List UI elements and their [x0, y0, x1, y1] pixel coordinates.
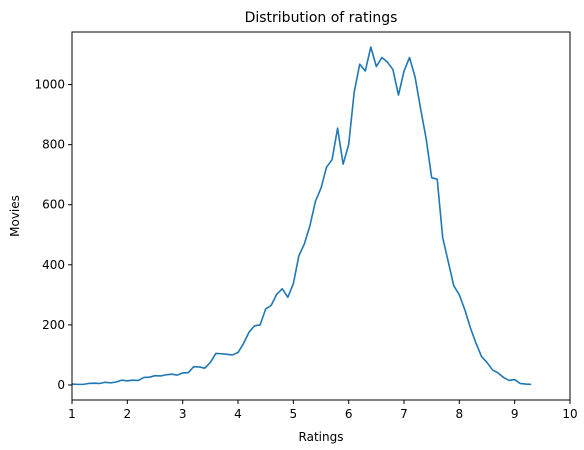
plot-frame [71, 31, 571, 401]
x-tick-label: 8 [456, 407, 464, 421]
y-axis-label: Movies [8, 195, 22, 237]
x-tick-label: 1 [68, 407, 76, 421]
y-tick-label: 600 [42, 198, 65, 212]
y-tick-label: 200 [42, 318, 65, 332]
x-axis-label: Ratings [299, 430, 344, 444]
chart-title: Distribution of ratings [245, 10, 398, 26]
series-line [71, 46, 532, 386]
y-tick-label: 0 [57, 378, 65, 392]
x-tick-label: 9 [511, 407, 519, 421]
y-tick-label: 1000 [34, 78, 65, 92]
y-tick-label: 800 [42, 138, 65, 152]
plot-area [72, 32, 570, 400]
x-tick-label: 7 [400, 407, 408, 421]
x-tick-label: 10 [562, 407, 577, 421]
x-tick-label: 4 [234, 407, 242, 421]
x-tick-label: 6 [345, 407, 353, 421]
y-tick-label: 400 [42, 258, 65, 272]
x-tick-label: 2 [124, 407, 132, 421]
x-tick-label: 3 [179, 407, 187, 421]
x-tick-label: 5 [290, 407, 298, 421]
tick-group: 1 2 3 4 5 6 7 8 9 10 0 200 400 600 800 1000 [34, 78, 577, 421]
